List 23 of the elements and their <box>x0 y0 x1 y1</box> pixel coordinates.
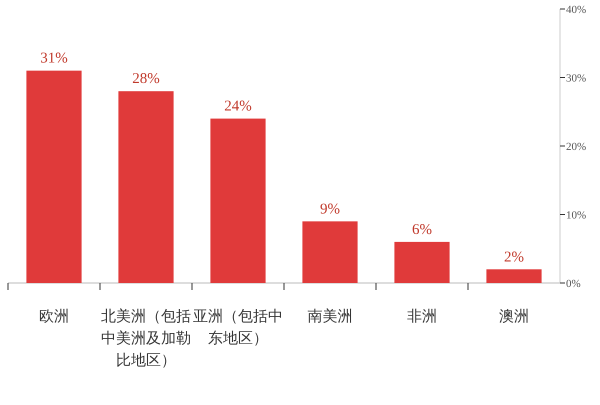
bar <box>302 221 358 283</box>
data-label: 2% <box>504 249 524 266</box>
x-tick-label: 北美洲（包括中美洲及加勒比地区） <box>100 306 192 371</box>
data-label: 6% <box>412 222 432 238</box>
bar <box>394 242 450 283</box>
bar <box>486 269 542 283</box>
y-tick-label: 40% <box>566 4 586 16</box>
x-tick-label: 南美洲 <box>306 306 354 327</box>
x-tick-label: 欧洲 <box>38 306 70 327</box>
data-label: 31% <box>40 50 68 67</box>
data-label: 24% <box>224 98 252 115</box>
bar <box>210 118 266 283</box>
x-tick-label: 亚洲（包括中东地区） <box>192 306 284 349</box>
y-tick-label: 0% <box>566 278 581 290</box>
y-tick-label: 20% <box>566 141 586 153</box>
data-label: 9% <box>320 201 340 218</box>
bar <box>26 70 82 283</box>
bar <box>118 91 174 283</box>
x-tick-label: 澳洲 <box>498 306 530 327</box>
y-tick-label: 10% <box>566 210 586 222</box>
y-tick-label: 30% <box>566 72 586 84</box>
data-label: 28% <box>132 71 160 88</box>
x-tick-label: 非洲 <box>406 306 438 327</box>
